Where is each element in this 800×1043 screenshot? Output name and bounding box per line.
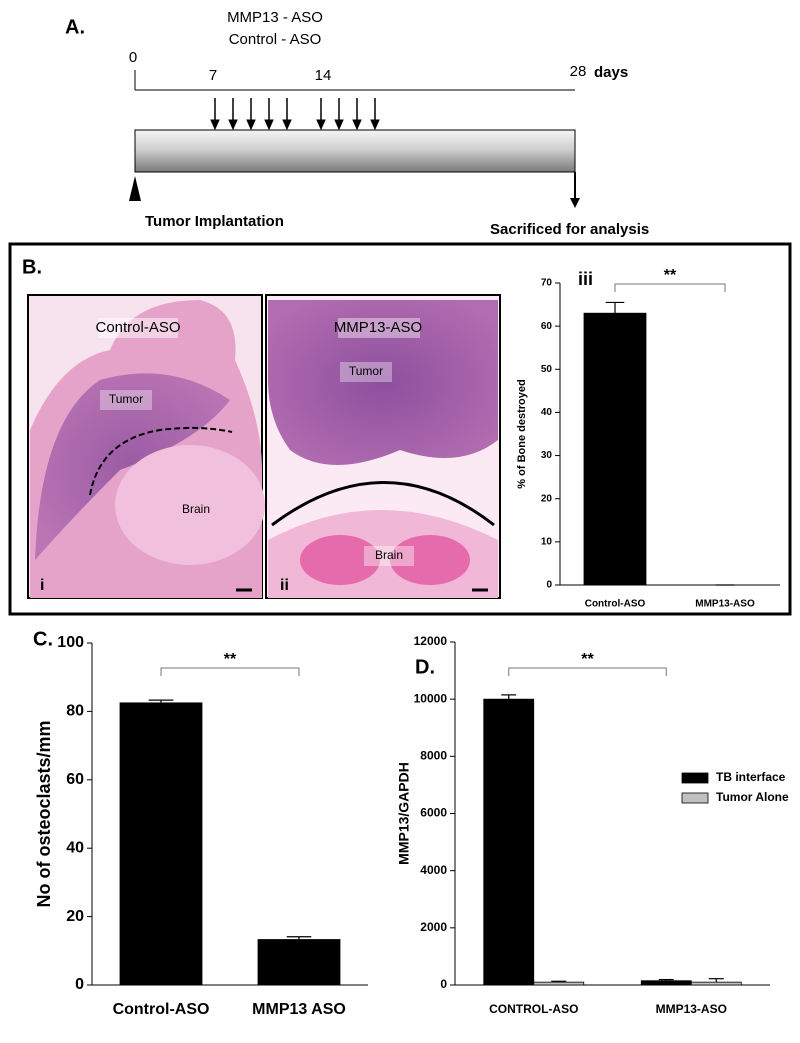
significance: **	[581, 651, 594, 668]
arrow-head	[334, 119, 344, 131]
label-bg	[100, 390, 152, 410]
boundary	[89, 426, 233, 496]
label-bg	[364, 546, 414, 566]
y-tick-label: 10000	[414, 691, 448, 705]
y-tick-label: 60	[66, 771, 84, 788]
numeral: i	[40, 577, 44, 594]
brain-tissue	[390, 535, 470, 585]
numeral: ii	[280, 577, 289, 594]
day-unit: days	[594, 64, 628, 81]
end-label: Sacrificed for analysis	[490, 221, 649, 238]
x-tick-label: MMP13 ASO	[252, 1001, 346, 1018]
bar	[257, 939, 341, 986]
arrow-head	[352, 119, 362, 131]
label-bg	[338, 318, 420, 338]
significance: **	[224, 651, 237, 668]
arrow-head	[228, 119, 238, 131]
region-label: Brain	[182, 502, 210, 516]
significance: **	[664, 267, 677, 284]
legend-label: TB interface	[716, 770, 786, 784]
arrow-head	[246, 119, 256, 131]
end-arrowhead	[570, 198, 580, 208]
region-label: Tumor	[349, 364, 383, 378]
y-tick-label: 0	[546, 580, 552, 591]
histology-i: Control-ASO Tumor Brain i	[27, 294, 265, 599]
bar	[533, 981, 585, 986]
day-label: 14	[315, 67, 332, 84]
tumor-tissue	[268, 300, 498, 465]
y-axis-label: No of osteoclasts/mm	[34, 720, 54, 907]
y-tick-label: 30	[541, 450, 553, 461]
y-tick-label: 0	[75, 976, 84, 993]
panel-label: D.	[415, 656, 435, 678]
treatment: MMP13 - ASO	[227, 9, 323, 26]
arrow-head	[210, 119, 220, 131]
image-title: Control-ASO	[95, 319, 180, 336]
boundary	[271, 481, 495, 527]
y-tick-label: 20	[541, 493, 553, 504]
y-tick-label: 40	[66, 839, 84, 856]
brain-tissue	[115, 445, 265, 565]
panel-a: A. MMP13 - ASO Control - ASO 0 7 14 28 d…	[65, 9, 649, 238]
arrow-head	[316, 119, 326, 131]
implant-marker	[129, 176, 141, 201]
panel-label: A.	[65, 16, 85, 38]
day-label: 28	[570, 63, 587, 80]
y-tick-label: 8000	[420, 749, 447, 763]
treatment: Control - ASO	[229, 31, 322, 48]
tumor-tissue	[35, 373, 230, 560]
legend-label: Tumor Alone	[716, 790, 789, 804]
histology-ii: MMP13-ASO Tumor Brain ii	[265, 294, 501, 599]
legend-swatch	[681, 792, 709, 804]
day-label: 7	[209, 67, 217, 84]
bar	[640, 980, 692, 986]
bar	[583, 312, 647, 586]
y-axis-label: MMP13/GAPDH	[396, 762, 412, 865]
x-tick-label: MMP13-ASO	[695, 599, 755, 610]
label-bg	[340, 362, 392, 382]
bar	[690, 981, 742, 986]
panel-numeral: iii	[578, 269, 593, 289]
region-label: Tumor	[109, 392, 143, 406]
x-tick-label: Control-ASO	[113, 1001, 210, 1018]
y-tick-label: 100	[57, 634, 84, 651]
brain-tissue	[300, 535, 380, 585]
significance-bracket	[508, 667, 667, 676]
x-tick-label: CONTROL-ASO	[489, 1002, 578, 1016]
dose-arrows	[210, 98, 380, 131]
label-bg	[98, 318, 178, 338]
x-tick-label: MMP13-ASO	[656, 1002, 727, 1016]
y-tick-label: 40	[541, 407, 553, 418]
panel-label: C.	[33, 628, 53, 650]
y-tick-label: 60	[541, 321, 553, 332]
y-tick-label: 70	[541, 278, 553, 289]
x-tick-label: Control-ASO	[585, 599, 646, 610]
image-title: MMP13-ASO	[334, 319, 422, 336]
arrow-head	[264, 119, 274, 131]
arrow-head	[282, 119, 292, 131]
significance-bracket	[160, 667, 300, 676]
y-tick-label: 12000	[414, 634, 448, 648]
significance-bracket	[614, 283, 726, 292]
region-label: Brain	[375, 548, 403, 562]
timeline-bar	[134, 129, 576, 173]
y-tick-label: 10	[541, 536, 553, 547]
bar	[483, 698, 535, 986]
y-axis-label: % of Bone destroyed	[516, 379, 528, 488]
y-tick-label: 6000	[420, 806, 447, 820]
y-tick-label: 4000	[420, 863, 447, 877]
y-tick-label: 50	[541, 364, 553, 375]
bar	[119, 702, 203, 986]
arrow-head	[370, 119, 380, 131]
day-label: 0	[129, 49, 137, 66]
y-tick-label: 80	[66, 703, 84, 720]
y-tick-label: 2000	[420, 920, 447, 934]
panel-b-frame	[8, 242, 792, 616]
start-label: Tumor Implantation	[145, 213, 284, 230]
y-tick-label: 0	[440, 977, 447, 991]
y-tick-label: 20	[66, 908, 84, 925]
legend-swatch	[681, 772, 709, 784]
panel-label: B.	[22, 256, 42, 278]
